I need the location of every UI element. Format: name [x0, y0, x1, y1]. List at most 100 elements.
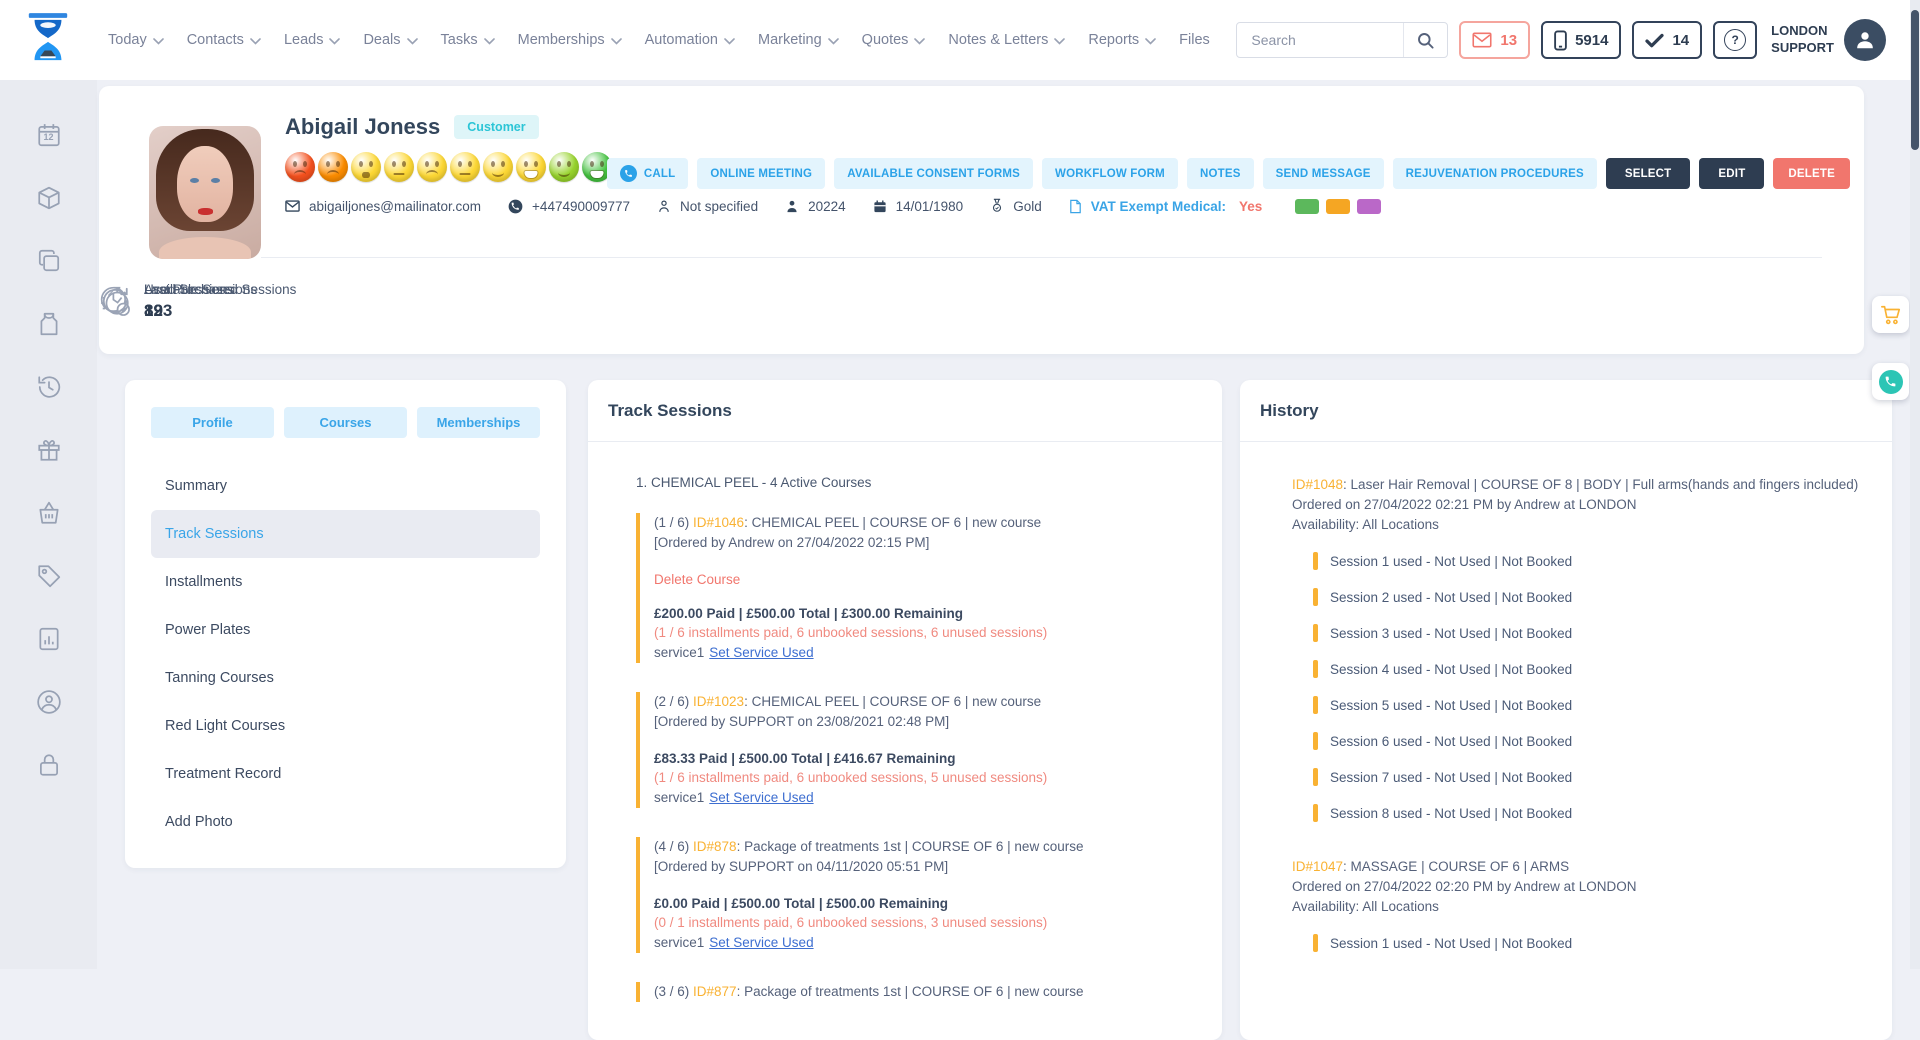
session-label: Session 1 used - Not Used | Not Booked — [1330, 935, 1573, 951]
sidebar-item-summary[interactable]: Summary — [165, 478, 228, 494]
action-workflow-form-button[interactable]: WORKFLOW FORM — [1042, 158, 1178, 189]
stat-used-sessions: Used Sessions 39 — [99, 282, 234, 321]
search-icon[interactable] — [1403, 23, 1447, 57]
delete-button[interactable]: DELETE — [1773, 158, 1850, 189]
stat-label: Available Sessions — [144, 282, 258, 297]
messages-badge[interactable]: 13 — [1459, 21, 1531, 59]
select-button[interactable]: SELECT — [1605, 158, 1691, 189]
color-tag-3[interactable] — [1357, 198, 1382, 214]
action-rejuvenation-procedures-button[interactable]: REJUVENATION PROCEDURES — [1392, 158, 1597, 189]
service-name: service1 — [654, 790, 705, 805]
emoji-face-icon-5[interactable] — [417, 152, 447, 182]
stat-label: Used Sessions — [144, 282, 235, 297]
session-bar — [1313, 934, 1318, 952]
action-available-consent-forms-button[interactable]: AVAILABLE CONSENT FORMS — [834, 158, 1034, 189]
menu-item-today[interactable]: Today — [108, 32, 164, 48]
cart-icon — [1880, 305, 1900, 324]
course-line: (2 / 6) ID#1023: CHEMICAL PEEL | COURSE … — [654, 692, 1192, 712]
course-count: (2 / 6) — [654, 694, 694, 709]
sms-badge[interactable]: 5914 — [1541, 21, 1622, 59]
session-row: Session 7 used - Not Used | Not Booked — [1313, 767, 1862, 787]
session-label: Session 8 used - Not Used | Not Booked — [1330, 805, 1573, 821]
menu-item-quotes[interactable]: Quotes — [862, 32, 926, 48]
copy-icon[interactable] — [36, 248, 62, 274]
tag-icon[interactable] — [36, 563, 62, 589]
emoji-face-icon-9[interactable] — [549, 152, 579, 182]
session-bar — [1313, 696, 1318, 714]
course-installments: (0 / 1 installments paid, 6 unbooked ses… — [654, 915, 1048, 930]
menu-item-automation[interactable]: Automation — [645, 32, 735, 48]
profile-nav-card: Profile Courses Memberships Summary Track S… — [125, 380, 566, 868]
menu-item-tasks[interactable]: Tasks — [441, 32, 495, 48]
profile-nav-items: Summary Track Sessions Installments Power P… — [125, 438, 566, 846]
packages-icon[interactable] — [36, 185, 62, 211]
emoji-face-icon-2[interactable] — [318, 152, 348, 182]
set-service-used-link[interactable]: Set Service Used — [709, 645, 814, 660]
calendar-icon[interactable]: 12 — [36, 122, 62, 148]
sidebar-item-track-sessions[interactable]: Track Sessions — [151, 510, 540, 558]
satisfaction-rating — [285, 152, 612, 182]
sidebar-item-installments[interactable]: Installments — [165, 574, 243, 590]
history-icon[interactable] — [36, 374, 62, 400]
sidebar-item-treatment-record[interactable]: Treatment Record — [165, 766, 282, 782]
menu-item-files[interactable]: Files — [1179, 32, 1210, 48]
menu-item-contacts[interactable]: Contacts — [187, 32, 261, 48]
course-ordered: [Ordered by SUPPORT on 23/08/2021 02:48 … — [654, 714, 950, 729]
action-send-message-button[interactable]: SEND MESSAGE — [1262, 158, 1384, 189]
basket-icon[interactable] — [36, 500, 62, 526]
user-avatar[interactable] — [1844, 19, 1886, 61]
sidebar-item-tanning-courses[interactable]: Tanning Courses — [165, 670, 274, 686]
lock-icon[interactable] — [36, 752, 62, 778]
tab-courses[interactable]: Courses — [284, 407, 407, 438]
report-icon[interactable] — [36, 626, 62, 652]
action-call-button[interactable]: CALL — [606, 158, 689, 189]
apron-icon[interactable] — [36, 311, 62, 337]
account-name: LONDON SUPPORT — [1771, 23, 1834, 57]
action-online-meeting-button[interactable]: ONLINE MEETING — [697, 158, 826, 189]
emoji-face-icon-7[interactable] — [483, 152, 513, 182]
menu-item-leads[interactable]: Leads — [284, 32, 341, 48]
set-service-used-link[interactable]: Set Service Used — [709, 935, 814, 950]
sidebar-item-power-plates[interactable]: Power Plates — [165, 622, 251, 638]
course-service-row: service1 Set Service Used — [654, 642, 1192, 663]
delete-course-link[interactable]: Delete Course — [654, 572, 741, 587]
vat-label: VAT Exempt Medical: — [1090, 198, 1227, 214]
sidebar-item-add-photo[interactable]: Add Photo — [165, 814, 233, 830]
emoji-face-icon-1[interactable] — [285, 152, 315, 182]
menu-item-notes-letters[interactable]: Notes & Letters — [948, 32, 1066, 48]
course-item: (2 / 6) ID#1023: CHEMICAL PEEL | COURSE … — [636, 692, 1192, 808]
emoji-face-icon-6[interactable] — [450, 152, 480, 182]
tasks-badge[interactable]: 14 — [1632, 21, 1703, 59]
menu-label: Leads — [283, 32, 324, 48]
emoji-face-icon-3[interactable] — [351, 152, 381, 182]
set-service-used-link[interactable]: Set Service Used — [709, 790, 814, 805]
session-row: Session 3 used - Not Used | Not Booked — [1313, 623, 1862, 643]
cart-button[interactable] — [1872, 296, 1909, 333]
quick-call-button[interactable] — [1872, 363, 1909, 400]
menu-item-marketing[interactable]: Marketing — [758, 32, 839, 48]
color-tag-1[interactable] — [1295, 198, 1320, 214]
scrollbar-thumb[interactable] — [1911, 10, 1919, 150]
menu-item-reports[interactable]: Reports — [1088, 32, 1156, 48]
tab-memberships[interactable]: Memberships — [417, 407, 540, 438]
app-logo-hourglass-icon[interactable] — [24, 13, 72, 67]
course-ordered: [Ordered by SUPPORT on 04/11/2020 05:51 … — [654, 859, 949, 874]
emoji-face-icon-4[interactable] — [384, 152, 414, 182]
color-tags — [1295, 198, 1382, 214]
tab-profile[interactable]: Profile — [151, 407, 274, 438]
color-tag-2[interactable] — [1326, 198, 1351, 214]
emoji-face-icon-8[interactable] — [516, 152, 546, 182]
help-button[interactable]: ? — [1713, 21, 1758, 59]
menu-item-deals[interactable]: Deals — [363, 32, 418, 48]
action-notes-button[interactable]: NOTES — [1186, 158, 1254, 189]
search-input[interactable] — [1237, 32, 1404, 48]
account-time-icon[interactable] — [36, 689, 62, 715]
history-card: History ID#1048: Laser Hair Removal | CO… — [1240, 380, 1892, 1040]
edit-button[interactable]: EDIT — [1699, 158, 1765, 189]
menu-item-memberships[interactable]: Memberships — [518, 32, 622, 48]
sidebar-item-red-light-courses[interactable]: Red Light Courses — [165, 718, 286, 734]
chevron-down-icon — [483, 37, 495, 45]
menu-label: Notes & Letters — [948, 32, 1049, 48]
course-desc: : CHEMICAL PEEL | COURSE OF 6 | new cour… — [744, 694, 1042, 709]
gift-icon[interactable] — [36, 437, 62, 463]
